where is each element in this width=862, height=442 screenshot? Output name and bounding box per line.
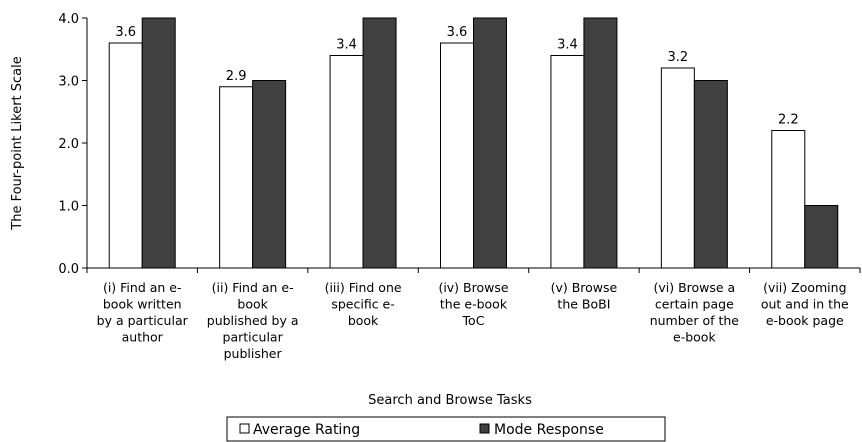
bar-mode-response <box>693 80 728 269</box>
y-tick-label: 1.0 <box>58 200 79 215</box>
y-tick-label: 4.0 <box>58 12 79 27</box>
data-label-average-rating: 3.4 <box>557 38 578 53</box>
y-axis-ticks: 0.0 1.0 2.0 3.0 4.0 <box>58 12 87 277</box>
x-category-label: (vii) Zooming out and in the e-book page <box>761 280 849 328</box>
data-label-average-rating: 2.9 <box>226 69 247 84</box>
x-category-label: (iv) Browse the e-book ToC <box>438 280 508 328</box>
data-label-average-rating: 3.2 <box>668 50 689 65</box>
x-category-label: (ii) Find an e-book published by a particu… <box>207 280 299 361</box>
legend-box <box>226 416 666 442</box>
bars <box>108 17 839 269</box>
bar-average-rating <box>771 130 806 269</box>
data-label-average-rating: 3.6 <box>447 25 468 40</box>
y-axis-title: The Four-point Likert Scale <box>10 56 25 230</box>
bar-average-rating <box>329 55 364 269</box>
x-category-label: (i) Find an e-book written by a particula… <box>97 280 189 345</box>
bar-average-rating <box>108 42 143 269</box>
bar-mode-response <box>141 17 176 269</box>
y-tick-label: 2.0 <box>58 137 79 152</box>
data-label-average-rating: 3.4 <box>336 38 357 53</box>
category-labels: (i) Find an e-book written by a particula… <box>97 280 849 361</box>
axes <box>86 18 861 273</box>
bar-mode-response <box>252 80 287 269</box>
bar-average-rating <box>219 86 254 269</box>
legend-label-mode-response: Mode Response <box>494 422 604 438</box>
bar-average-rating <box>660 67 695 269</box>
x-category-label: (iii) Find one specific e-book <box>325 280 402 328</box>
bar-mode-response <box>804 205 839 269</box>
y-tick-label: 3.0 <box>58 75 79 90</box>
legend: Average Rating Mode Response <box>226 416 666 442</box>
bar-average-rating <box>550 55 585 269</box>
bar-mode-response <box>473 17 507 269</box>
data-label-average-rating: 2.2 <box>778 113 799 128</box>
legend-label-average-rating: Average Rating <box>253 422 360 438</box>
legend-swatch-average-rating <box>239 423 250 434</box>
legend-swatch-mode-response <box>479 423 490 434</box>
y-tick-label: 0.0 <box>58 262 79 277</box>
bar-average-rating <box>440 42 474 269</box>
data-labels: 3.6 2.9 3.4 3.6 3.4 3.2 2.2 <box>115 25 798 128</box>
bar-mode-response <box>362 17 397 269</box>
bar-mode-response <box>583 17 618 269</box>
x-category-label: (vi) Browse a certain page number of the e-… <box>650 280 740 345</box>
x-axis-title: Search and Browse Tasks <box>368 393 532 408</box>
x-category-label: (v) Browse the BoBI <box>551 280 618 312</box>
data-label-average-rating: 3.6 <box>115 25 136 40</box>
